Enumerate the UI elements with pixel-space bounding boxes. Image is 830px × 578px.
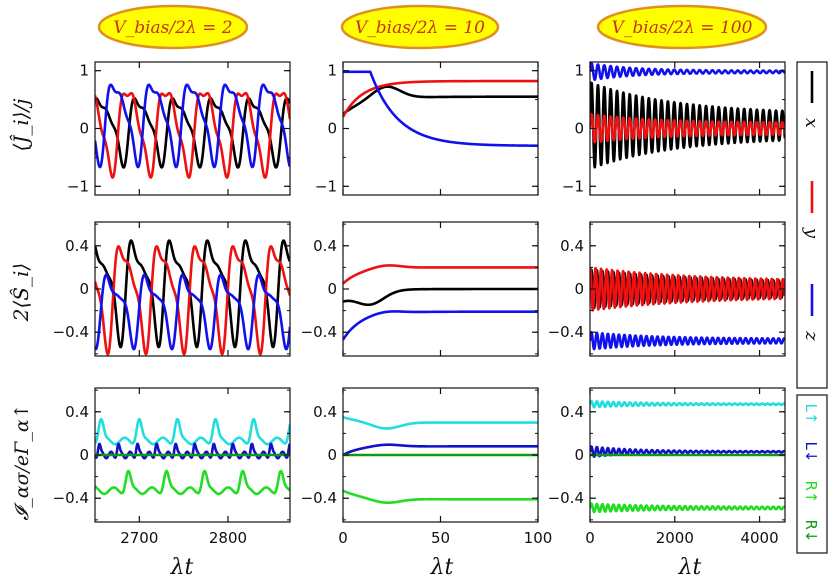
row-label-2: 2⟨Ŝ_i⟩ xyxy=(8,263,33,322)
column-title-2: V_bias/2λ = 10 xyxy=(340,4,500,50)
panel-S_bias10: −0.4 0 0.4 xyxy=(301,221,539,357)
series-S_bias10-y xyxy=(343,264,538,285)
series-I_bias10-R↑ xyxy=(343,489,538,505)
ytick-label: 0 xyxy=(574,446,584,464)
panel-J_bias10: −1 0 1 xyxy=(315,61,539,196)
column-title-1-text: V_bias/2λ = 2 xyxy=(113,18,232,38)
ytick-label: 0.4 xyxy=(313,403,337,421)
ytick-label: −0.4 xyxy=(53,489,89,507)
ytick-label: −1 xyxy=(562,177,584,195)
xtick-label: 100 xyxy=(524,529,553,547)
series-I_bias2-R↑ xyxy=(95,469,290,496)
ytick-label: −0.4 xyxy=(548,489,584,507)
xtick-label: 2800 xyxy=(209,529,247,547)
xtick-label: 0 xyxy=(585,529,595,547)
series-S_bias100-z xyxy=(590,331,785,351)
series-S_bias10-z xyxy=(343,310,538,341)
xtick-label: 4000 xyxy=(740,529,778,547)
legend-current: L↑ L↓ R↑ R↓ xyxy=(796,394,828,554)
column-title-3-text: V_bias/2λ = 100 xyxy=(612,18,753,38)
panel-I_bias10: −0.4 0 0.4 0 50 100 xyxy=(301,387,553,547)
column-title-2-text: V_bias/2λ = 10 xyxy=(355,18,485,38)
series-J_bias100-z xyxy=(590,62,785,81)
ytick-label: −0.4 xyxy=(548,323,584,341)
legend-spin-label: y xyxy=(801,227,822,239)
legend-spin-item-y: y xyxy=(801,181,822,239)
panel-J_bias100: −1 0 1 xyxy=(562,61,786,196)
ytick-label: 0 xyxy=(327,280,337,298)
ytick-label: −0.4 xyxy=(53,323,89,341)
legend-current-label-3: R↓ xyxy=(802,520,820,543)
panel-S_bias2: −0.4 0 0.4 xyxy=(53,221,291,357)
legend-spin-item-x: x xyxy=(801,71,822,128)
ytick-label: 0.4 xyxy=(65,237,89,255)
ytick-label: 1 xyxy=(574,62,584,80)
xtick-label: 2000 xyxy=(656,529,694,547)
ytick-label: 0 xyxy=(574,120,584,138)
ytick-label: 0 xyxy=(79,120,89,138)
legend-spin-label: z xyxy=(801,330,822,341)
panel-J_bias2: −1 0 1 xyxy=(67,61,291,196)
series-S_bias100-y xyxy=(590,266,785,312)
series-J_bias2-z xyxy=(95,83,290,169)
series-I_bias10-L↑ xyxy=(343,415,538,430)
ytick-label: 0.4 xyxy=(65,403,89,421)
ytick-label: 1 xyxy=(79,62,89,80)
xlabel-3: λt xyxy=(678,555,702,578)
legend-spin-item-z: z xyxy=(801,284,822,341)
xlabel-1: λt xyxy=(170,555,194,578)
xtick-label: 0 xyxy=(338,529,348,547)
ytick-label: 0 xyxy=(79,446,89,464)
series-I_bias10-L↓ xyxy=(343,443,538,457)
series-I_bias100-L↑ xyxy=(590,399,785,409)
ytick-label: 0.4 xyxy=(560,237,584,255)
ytick-label: −0.4 xyxy=(301,489,337,507)
series-I_bias100-R↑ xyxy=(590,502,785,514)
ytick-label: 1 xyxy=(327,62,337,80)
ytick-label: −1 xyxy=(67,177,89,195)
series-J_bias10-z xyxy=(343,70,538,147)
series-S_bias2-z xyxy=(95,273,290,351)
xtick-label: 50 xyxy=(431,529,450,547)
ytick-label: 0.4 xyxy=(313,237,337,255)
axes-frame xyxy=(94,61,291,196)
ytick-label: 0 xyxy=(327,120,337,138)
series-J_bias10-x xyxy=(343,85,538,115)
column-title-1: V_bias/2λ = 2 xyxy=(97,4,249,50)
ytick-label: 0 xyxy=(327,446,337,464)
panel-I_bias100: −0.4 0 0.4 0 2000 4000 xyxy=(548,387,786,547)
xtick-label: 2700 xyxy=(120,529,158,547)
panel-I_bias2: −0.4 0 0.4 2700 2800 xyxy=(53,387,291,547)
legend-current-label-1: L↓ xyxy=(802,442,820,463)
ytick-label: −1 xyxy=(315,177,337,195)
legend-current-label-0: L↑ xyxy=(802,404,820,425)
legend-spin-label: x xyxy=(801,118,822,128)
axes-frame xyxy=(94,221,291,357)
column-title-3: V_bias/2λ = 100 xyxy=(596,4,768,50)
series-J_bias10-y xyxy=(343,79,538,118)
legend-current-label-2: R↑ xyxy=(802,481,820,504)
series-J_bias100-y xyxy=(590,112,785,144)
ytick-label: 0 xyxy=(574,280,584,298)
row-label-3: 𝓘_ασ/eΓ_α↑ xyxy=(11,403,33,520)
ytick-label: −0.4 xyxy=(301,323,337,341)
panels: −101−101−101−0.400.4−0.400.4−0.400.4−0.4… xyxy=(53,61,786,547)
panel-S_bias100: −0.4 0 0.4 xyxy=(548,221,786,357)
series-S_bias10-x xyxy=(343,287,538,307)
xlabel-2: λt xyxy=(430,555,454,578)
series-I_bias100-L↓ xyxy=(590,445,785,459)
series-I_bias2-L↑ xyxy=(95,417,290,446)
legend-spin: x y z xyxy=(796,61,828,389)
row-label-1: ⟨Ĵ_i⟩/j xyxy=(8,99,33,152)
series-S_bias2-y xyxy=(95,245,290,356)
ytick-label: 0.4 xyxy=(560,403,584,421)
series-J_bias2-x xyxy=(95,96,290,169)
ytick-label: 0 xyxy=(79,280,89,298)
